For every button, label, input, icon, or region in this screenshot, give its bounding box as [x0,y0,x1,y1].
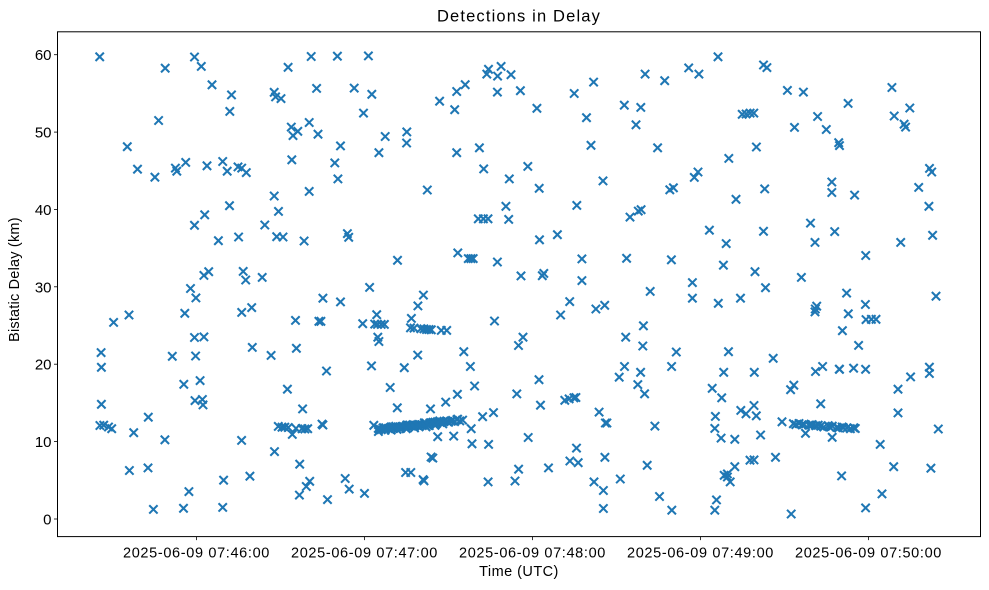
svg-text:2025-06-09 07:48:00: 2025-06-09 07:48:00 [459,546,606,562]
svg-text:2025-06-09 07:46:00: 2025-06-09 07:46:00 [123,546,270,562]
svg-text:60: 60 [35,47,52,64]
svg-text:Time (UTC): Time (UTC) [479,564,559,580]
svg-text:Bistatic Delay (km): Bistatic Delay (km) [7,217,23,342]
svg-text:40: 40 [35,202,52,219]
svg-text:2025-06-09 07:49:00: 2025-06-09 07:49:00 [627,546,774,562]
svg-text:2025-06-09 07:47:00: 2025-06-09 07:47:00 [291,546,438,562]
svg-text:10: 10 [35,434,52,451]
svg-text:30: 30 [35,279,52,296]
svg-text:Detections in Delay: Detections in Delay [437,8,601,26]
svg-text:0: 0 [43,512,51,529]
svg-text:50: 50 [35,125,52,142]
svg-text:20: 20 [35,357,52,374]
svg-text:2025-06-09 07:50:00: 2025-06-09 07:50:00 [795,546,942,562]
